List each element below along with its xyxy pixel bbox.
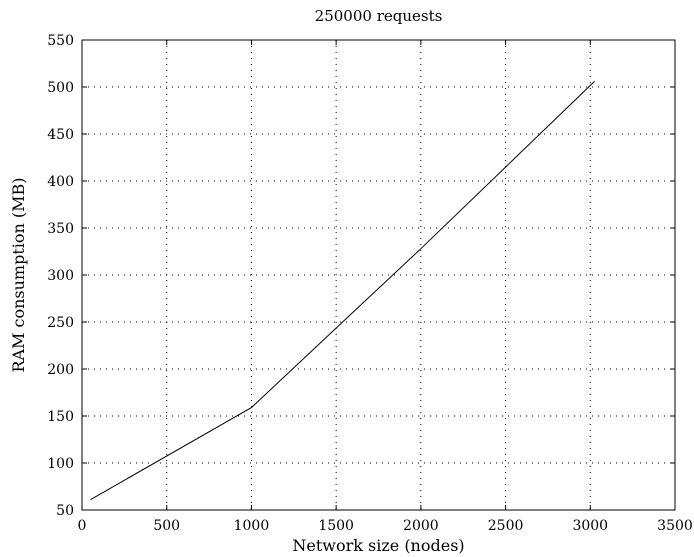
y-tick-label: 50 [56,503,74,519]
x-tick-label: 1500 [318,518,354,534]
y-tick-label: 550 [47,33,74,49]
axis-ticks: 0 500 1000 1500 2000 2500 3000 3500 50 100 150 200 2… [47,33,693,534]
y-tick-label: 150 [47,409,74,425]
series-layer [90,80,595,501]
x-tick-label: 2000 [403,518,439,534]
y-tick-label: 100 [47,456,74,472]
y-tick-label: 250 [47,315,74,331]
x-tick-label: 1000 [234,518,270,534]
x-tick-label: 3000 [572,518,608,534]
grid [82,40,675,510]
x-tick-label: 500 [153,518,180,534]
x-tick-label: 3500 [657,518,693,534]
series-line-0 [90,80,595,501]
y-tick-label: 300 [47,268,74,284]
chart-title: 250000 requests [315,7,443,25]
x-axis-title: Network size (nodes) [292,536,464,555]
y-tick-label: 450 [47,127,74,143]
x-tick-label: 2500 [488,518,524,534]
x-tick-label: 0 [78,518,87,534]
y-tick-label: 200 [47,362,74,378]
y-tick-label: 500 [47,80,74,96]
y-axis-title: RAM consumption (MB) [9,177,28,372]
y-tick-label: 350 [47,221,74,237]
y-tick-label: 400 [47,174,74,190]
